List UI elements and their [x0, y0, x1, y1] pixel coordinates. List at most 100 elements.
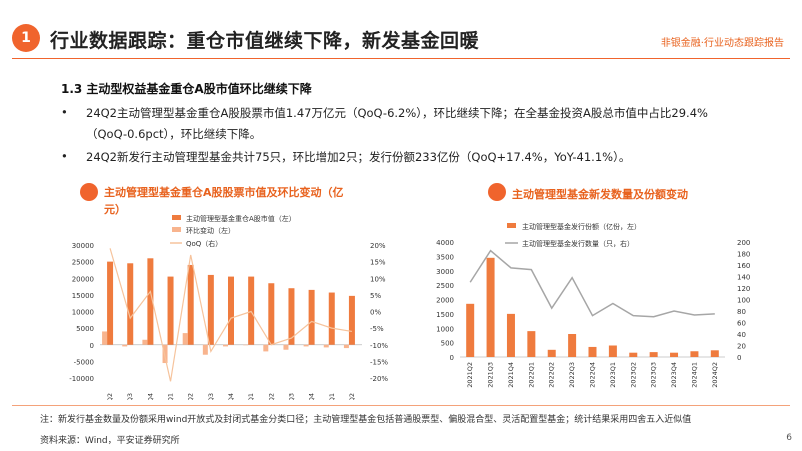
y-tick-right: 0% — [370, 309, 381, 317]
x-tick-label: 2022Q3 — [207, 393, 215, 400]
y-tick-right: 10% — [370, 275, 386, 283]
legend-swatch — [172, 227, 181, 232]
bar-market-value — [248, 276, 255, 345]
y-tick-left: -10000 — [69, 375, 94, 383]
bar-issue-shares — [547, 349, 556, 357]
bullet-1-line1: 24Q2主动管理型基金重仓A股股票市值1.47万亿元（QoQ-6.2%），环比继… — [86, 106, 708, 120]
chart-title-icon — [488, 183, 506, 201]
bar-issue-shares — [506, 313, 515, 357]
y-tick-left: 4000 — [436, 239, 454, 247]
bar-qoq-change — [323, 344, 329, 348]
bullet-1-line2: （QoQ-0.6pct），环比继续下降。 — [86, 127, 262, 141]
left-chart-title-cont: 元） — [104, 203, 126, 216]
x-tick-label: 2022Q2 — [187, 393, 195, 400]
line-issue-count — [469, 249, 715, 318]
x-tick-label: 2022Q4 — [589, 362, 597, 388]
bullet-2-line1: 24Q2新发行主动管理型基金共计75只，环比增加2只；发行份额233亿份（QoQ… — [86, 150, 631, 164]
bar-qoq-change — [182, 333, 188, 345]
legend-label: 主动管理型基金发行份额（亿份，左） — [522, 222, 641, 231]
x-tick-label: 2022Q3 — [568, 362, 576, 388]
y-tick-right: -5% — [370, 325, 384, 333]
y-tick-right: -10% — [370, 342, 388, 350]
bar-market-value — [127, 263, 134, 345]
section-number-badge: 1 — [12, 24, 40, 52]
bar-market-value — [147, 258, 154, 345]
bar-qoq-change — [162, 344, 168, 364]
right-chart-title: 主动管理型基金新发数量及份额变动 — [512, 188, 688, 201]
y-tick-left: 30000 — [72, 242, 94, 250]
bar-qoq-change — [142, 339, 148, 345]
bar-qoq-change — [263, 344, 269, 352]
y-tick-right: 40 — [737, 331, 746, 339]
y-tick-right: -20% — [370, 375, 388, 383]
bar-issue-shares — [710, 350, 719, 357]
bar-qoq-change — [122, 344, 128, 347]
bar-issue-shares — [527, 331, 536, 357]
bar-issue-shares — [649, 352, 658, 357]
y-tick-left: 2500 — [436, 282, 454, 290]
y-tick-left: 0 — [90, 342, 94, 350]
bar-market-value — [107, 261, 114, 345]
x-tick-label: 2023Q1 — [609, 362, 617, 388]
x-tick-label: 2021Q2 — [466, 362, 474, 388]
legend-label: 主动管理型基金重仓A股市值（左） — [186, 214, 296, 223]
y-tick-left: 3000 — [436, 268, 454, 276]
bar-issue-shares — [588, 346, 597, 357]
y-tick-left: -5000 — [74, 358, 94, 366]
x-tick-label: 2021Q3 — [126, 393, 134, 400]
y-tick-right: 5% — [370, 292, 381, 300]
bar-qoq-change — [223, 344, 228, 347]
legend-swatch — [172, 215, 181, 220]
y-tick-left: 20000 — [72, 275, 94, 283]
bar-market-value — [228, 276, 234, 345]
x-tick-label: 2021Q4 — [507, 362, 515, 388]
y-tick-left: 1000 — [436, 325, 454, 333]
bar-qoq-change — [343, 344, 349, 349]
bar-issue-shares — [486, 257, 495, 357]
y-tick-left: 2000 — [436, 297, 454, 305]
left-chart: 主动管理型基金重仓A股市值（左） 环比变动（左） QoQ（右） 30000 25000 2… — [69, 214, 388, 400]
y-tick-right: 180 — [737, 251, 750, 259]
y-tick-left: 5000 — [76, 325, 94, 333]
y-tick-left: 3500 — [436, 253, 454, 261]
y-tick-right: -15% — [370, 358, 388, 366]
x-tick-label: 2024Q2 — [348, 393, 356, 400]
bar-qoq-change — [283, 344, 289, 350]
x-tick-label: 2023Q1 — [247, 393, 255, 400]
bar-market-value — [288, 288, 295, 345]
x-tick-label: 2024Q2 — [711, 362, 719, 388]
footer-divider — [12, 405, 790, 406]
x-tick-label: 2023Q2 — [267, 393, 275, 400]
bar-market-value — [167, 276, 174, 345]
bar-issue-shares — [690, 351, 699, 357]
section-title: 1.3 主动型权益基金重仓A股市值环比继续下降 — [61, 82, 312, 96]
x-tick-label: 2021Q4 — [146, 393, 154, 400]
bar-market-value — [348, 295, 355, 345]
page-number: 6 — [786, 433, 792, 443]
legend-label: 主动管理型基金发行数量（只，右） — [522, 239, 634, 248]
x-tick-label: 2023Q3 — [650, 362, 658, 388]
bullet-dot: • — [61, 105, 68, 119]
x-tick-label: 2022Q4 — [227, 393, 235, 400]
y-tick-right: 160 — [737, 262, 750, 270]
bullet-dot: • — [61, 149, 68, 163]
bar-qoq-change — [102, 331, 108, 345]
bar-qoq-change — [202, 344, 208, 355]
x-tick-label: 2021Q2 — [106, 393, 114, 400]
legend-swatch — [507, 223, 516, 228]
y-tick-left: 500 — [441, 340, 454, 348]
y-tick-left: 10000 — [72, 309, 94, 317]
bar-issue-shares — [629, 352, 638, 357]
bar-issue-shares — [608, 345, 617, 357]
x-tick-label: 2022Q2 — [548, 362, 556, 388]
x-tick-label: 2023Q4 — [670, 362, 678, 388]
x-tick-label: 2021Q3 — [487, 362, 495, 388]
bar-issue-shares — [670, 352, 679, 357]
x-tick-label: 2024Q1 — [690, 362, 698, 388]
y-tick-right: 100 — [737, 297, 750, 305]
x-tick-label: 2022Q1 — [527, 362, 535, 388]
y-tick-left: 15000 — [72, 292, 94, 300]
bar-market-value — [268, 283, 275, 345]
bar-issue-shares — [568, 334, 577, 357]
x-tick-label: 2022Q1 — [167, 393, 175, 400]
